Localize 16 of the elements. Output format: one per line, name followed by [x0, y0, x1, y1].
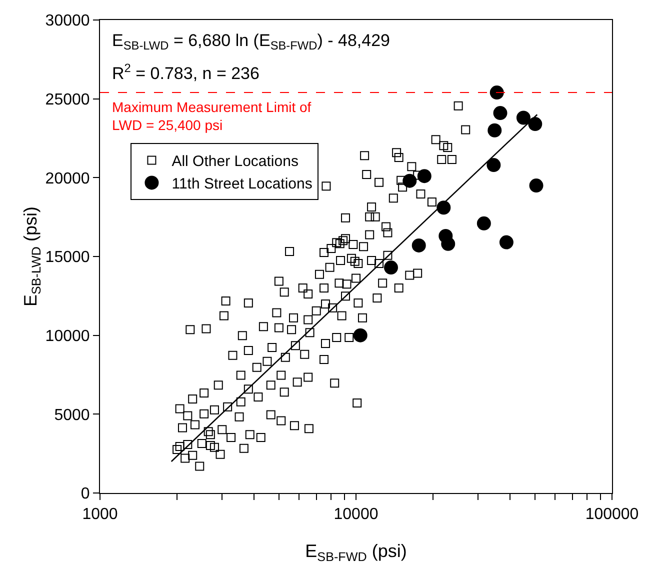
- annotation: R$^{2}$ = 0.783, n = 236: [112, 61, 260, 84]
- x-tick-label: 1000: [82, 506, 118, 524]
- y-tick-label: 30000: [45, 12, 90, 30]
- x-tick-label: 100000: [585, 506, 639, 524]
- y-tick-label: 0: [80, 486, 90, 503]
- legend-label: 11th Street Locations: [172, 176, 312, 193]
- x-tick-label: 10000: [334, 506, 378, 524]
- ref-line-label: Maximum Measurement Limit of LWD = 25,400 psi: [112, 99, 312, 134]
- annotation: E$_{SB-LWD}$ = 6,680 ln (E$_{SB-FWD}$) - 48,429: [112, 31, 390, 53]
- y-tick-label: 25000: [45, 91, 90, 108]
- y-tick-label: 5000: [54, 406, 90, 424]
- y-tick-label: 15000: [45, 249, 90, 266]
- y-tick-label: 20000: [45, 170, 90, 188]
- y-tick-label: 10000: [45, 328, 90, 345]
- legend-label: All Other Locations: [172, 153, 298, 170]
- x-axis-title: E$_{SB-FWD}$ (psi): [305, 541, 407, 564]
